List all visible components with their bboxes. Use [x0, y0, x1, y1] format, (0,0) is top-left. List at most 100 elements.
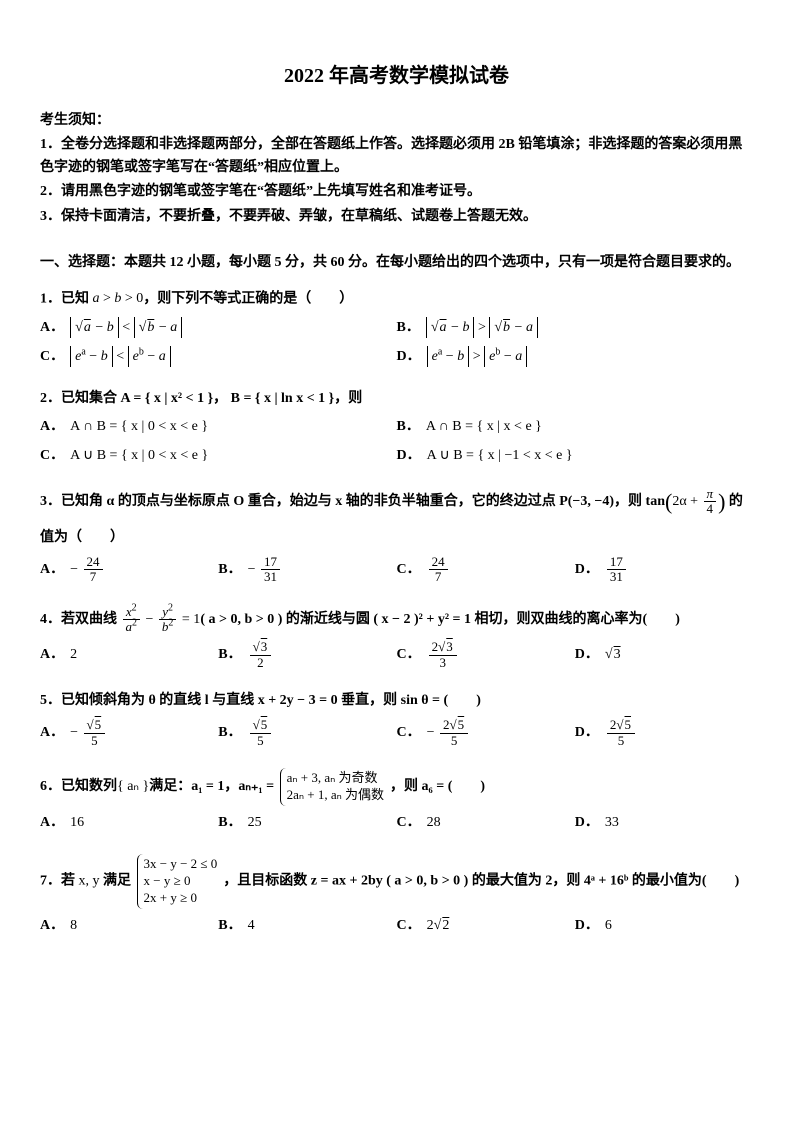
frac-num: 17 [261, 555, 280, 570]
sqrt-val: 5 [624, 717, 633, 732]
q5-stem: 5．已知倾斜角为 θ 的直线 l 与直线 x + 2y − 3 = 0 垂直，则… [40, 690, 753, 712]
frac-den: 5 [607, 734, 635, 748]
q3-choice-d: D． 1731 [575, 555, 753, 585]
q7-a: 7．若 [40, 874, 79, 889]
sqrt-val: 3 [613, 647, 622, 662]
q4-choices: A．2 B．√32 C．2√33 D．√3 [40, 640, 753, 676]
coef: 2 [610, 717, 617, 732]
q2-stem: 2．已知集合 A = { x | x² < 1 }， B = { x | ln … [40, 388, 753, 410]
q2-c-expr: A ∪ B = { x | 0 < x < e } [70, 445, 208, 467]
q1-choice-b: B． √a − b > √b − a [397, 317, 754, 339]
label-a: A． [40, 644, 64, 666]
q1-math: a > b > 0 [93, 291, 144, 306]
q3-a: 3．已知角 α 的顶点与坐标原点 O 重合，始边与 x 轴的非负半轴重合，它的终… [40, 494, 665, 509]
label-a: A． [40, 317, 64, 339]
sqrt-val: 2 [441, 918, 450, 933]
q7-case2: x − y ≥ 0 [144, 873, 218, 890]
q7-c: ，且目标函数 z = ax + 2by ( a > 0, b > 0 ) 的最大… [223, 874, 739, 889]
frac-den: 3 [429, 656, 457, 670]
label-a: A． [40, 416, 64, 438]
q5-a-expr: − √55 [70, 718, 107, 748]
q4-b-expr: √32 [248, 640, 274, 670]
frac-num: 17 [607, 555, 626, 570]
q3-choice-a: A．− 247 [40, 555, 218, 585]
q7-choices: A．8 B．4 C．2√2 D．6 [40, 915, 753, 943]
q3-inside: 2α + π4 [672, 494, 718, 509]
q1-choice-c: C． ea − b < eb − a [40, 346, 397, 368]
label-a: A． [40, 722, 64, 744]
q7-choice-d: D．6 [575, 915, 753, 937]
q5-b-expr: √55 [248, 718, 274, 748]
q5-choice-b: B．√55 [218, 718, 396, 748]
q4-choice-d: D．√3 [575, 640, 753, 670]
q6-choice-c: C．28 [397, 812, 575, 834]
q6-c: ，则 a₆ = ( ) [390, 779, 485, 794]
frac-den: 7 [84, 570, 103, 584]
q6-a: 6．已知数列 [40, 779, 117, 794]
page-title: 2022 年高考数学模拟试卷 [40, 60, 753, 92]
q3-choice-c: C．247 [397, 555, 575, 585]
q5-choice-c: C．− 2√55 [397, 718, 575, 748]
sqrt-val: 3 [260, 639, 269, 654]
q7-choice-c: C． 2√2 [397, 915, 575, 937]
q6-choice-b: B． 25 [218, 812, 396, 834]
frac-den: 7 [429, 570, 448, 584]
q3-b: 的 [725, 494, 743, 509]
q7-c-expr: 2√2 [427, 915, 451, 937]
section-header: 一、选择题：本题共 12 小题，每小题 5 分，共 60 分。在每小题给出的四个… [40, 252, 753, 274]
q2-choice-d: D．A ∪ B = { x | −1 < x < e } [397, 445, 754, 467]
q4-b: ( a > 0, b > 0 ) 的渐近线与圆 ( x − 2 )² + y² … [200, 612, 680, 627]
q5-choice-a: A． − √55 [40, 718, 218, 748]
q6-b-expr: 25 [248, 812, 262, 834]
label-c: C． [397, 722, 421, 744]
label-d: D． [575, 812, 599, 834]
q7-choice-a: A． 8 [40, 915, 218, 937]
q6-choice-a: A．16 [40, 812, 218, 834]
q4-a: 4．若双曲线 [40, 612, 121, 627]
label-c: C． [40, 346, 64, 368]
label-b: B． [218, 812, 241, 834]
q1-a-expr: √a − b < √b − a [70, 317, 182, 339]
frac-den: 31 [261, 570, 280, 584]
label-d: D． [397, 445, 421, 467]
q3-choices: A．− 247 B．− 1731 C．247 D．1731 [40, 555, 753, 591]
label-d: D． [575, 559, 599, 581]
label-d: D． [397, 346, 421, 368]
q7-d-expr: 6 [605, 915, 612, 937]
q3-choice-b: B．− 1731 [218, 555, 396, 585]
label-c: C． [397, 559, 421, 581]
q6-case2: 2aₙ + 1, aₙ 为偶数 [287, 787, 384, 804]
q4-hyper: x2a2 − y2b2 = 1 [121, 612, 201, 627]
q3-stem: 3．已知角 α 的顶点与坐标原点 O 重合，始边与 x 轴的非负半轴重合，它的终… [40, 487, 753, 517]
q7-xy: x, y [79, 874, 100, 889]
frac-den: 31 [607, 570, 626, 584]
label-d: D． [575, 722, 599, 744]
label-b: B． [397, 416, 420, 438]
instruction-line: 1．全卷分选择题和非选择题两部分，全部在答题纸上作答。选择题必须用 2B 铅笔填… [40, 134, 753, 179]
label-b: B． [218, 559, 241, 581]
q6-seq: { aₙ } [117, 779, 149, 794]
q2-a-expr: A ∩ B = { x | 0 < x < e } [70, 416, 208, 438]
q2-choice-b: B．A ∩ B = { x | x < e } [397, 416, 754, 438]
label-c: C． [397, 915, 421, 937]
label-b: B． [397, 317, 420, 339]
q1-choice-d: D． ea − b > eb − a [397, 346, 754, 368]
frac-den: 5 [84, 734, 106, 748]
q2-choices: A． A ∩ B = { x | 0 < x < e } B．A ∩ B = { … [40, 416, 753, 473]
q4-choice-b: B．√32 [218, 640, 396, 670]
q6-b: 满足：a₁ = 1，aₙ₊₁ = [149, 779, 277, 794]
q7-b-expr: 4 [248, 915, 255, 937]
frac-num: 24 [84, 555, 103, 570]
q4-stem: 4．若双曲线 x2a2 − y2b2 = 1( a > 0, b > 0 ) 的… [40, 605, 753, 635]
label-a: A． [40, 915, 64, 937]
label-a: A． [40, 559, 64, 581]
sqrt-val: 3 [445, 639, 454, 654]
q1-prefix: 1．已知 [40, 292, 93, 307]
q3-stem-line2: 值为（ ） [40, 527, 753, 549]
q3-d-expr: 1731 [605, 555, 628, 585]
q7-a-expr: 8 [70, 915, 77, 937]
q7-stem: 7．若 x, y 满足 3x − y − 2 ≤ 0x − y ≥ 02x + … [40, 854, 753, 909]
label-c: C． [397, 812, 421, 834]
q6-case1: aₙ + 3, aₙ 为奇数 [287, 770, 384, 787]
cases-icon: aₙ + 3, aₙ 为奇数2aₙ + 1, aₙ 为偶数 [280, 768, 388, 806]
